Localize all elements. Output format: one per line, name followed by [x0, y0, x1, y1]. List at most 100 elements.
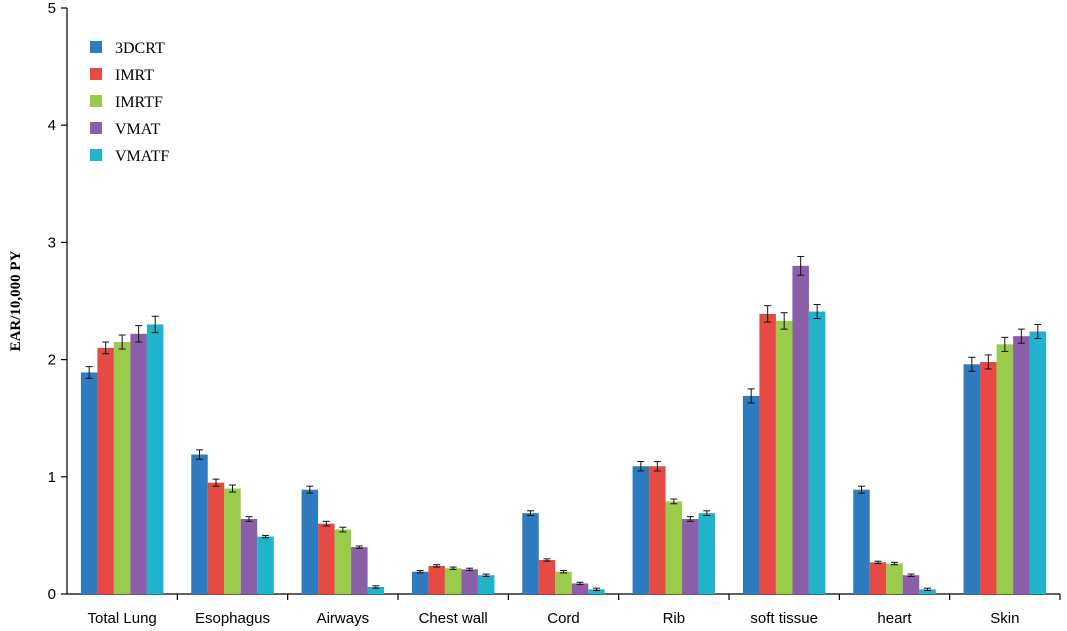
bar — [963, 364, 981, 594]
bar — [869, 562, 887, 594]
x-tick-label: Total Lung — [88, 610, 157, 627]
bar — [224, 488, 241, 594]
error-bar — [339, 526, 347, 533]
bar — [649, 466, 666, 594]
bar — [191, 454, 208, 594]
error-bar — [482, 573, 490, 577]
bar — [538, 560, 556, 594]
error-bar — [813, 304, 821, 320]
y-axis-label: EAR/10,000 PY — [8, 250, 24, 351]
bar — [351, 547, 368, 594]
error-bar — [433, 564, 441, 568]
bar — [571, 583, 589, 594]
bar — [130, 333, 147, 594]
legend-swatch — [90, 68, 102, 80]
x-tick-label: Airways — [317, 610, 370, 627]
bar — [632, 466, 650, 594]
bar — [775, 320, 793, 594]
bar — [665, 501, 683, 594]
error-bar — [797, 255, 805, 276]
error-bar — [212, 478, 220, 487]
error-bar — [670, 498, 678, 505]
error-bar — [1001, 336, 1009, 352]
error-bar — [593, 587, 600, 591]
error-bar — [355, 545, 363, 549]
x-tick-label: Skin — [990, 610, 1019, 627]
error-bar — [653, 461, 661, 472]
bar — [759, 313, 776, 594]
bar — [555, 571, 572, 594]
error-bar — [924, 587, 931, 591]
bar — [1013, 336, 1030, 594]
error-bar — [151, 315, 159, 334]
legend-label: IMRTF — [115, 94, 163, 111]
error-bar — [747, 388, 755, 404]
x-tick-label: Esophagus — [195, 610, 270, 627]
legend-swatch — [90, 149, 102, 161]
y-tick-label: 5 — [48, 0, 56, 17]
x-tick-label: Cord — [547, 610, 580, 627]
bar — [367, 586, 385, 594]
error-bar — [891, 561, 898, 566]
error-bar — [907, 573, 915, 577]
legend-label: VMAT — [115, 121, 161, 138]
error-bar — [466, 567, 474, 572]
error-bar — [306, 485, 314, 494]
error-bar — [764, 305, 772, 323]
legend-swatch — [90, 95, 102, 107]
bar — [522, 513, 539, 594]
error-bar — [245, 516, 253, 522]
bar — [980, 361, 997, 594]
bar — [444, 568, 462, 594]
error-bar — [527, 510, 534, 516]
bar — [886, 563, 903, 594]
legend-swatch — [90, 122, 102, 134]
legend-label: 3DCRT — [115, 40, 165, 57]
legend-label: IMRT — [115, 67, 154, 84]
legend-swatch — [90, 41, 102, 53]
bar — [318, 523, 335, 594]
error-bar — [874, 560, 882, 565]
x-tick-label: Rib — [663, 610, 686, 627]
error-bar — [637, 461, 645, 472]
x-tick-label: Chest wall — [419, 610, 488, 627]
y-tick-label: 1 — [48, 469, 56, 486]
bar — [792, 265, 809, 594]
x-tick-label: soft tissue — [750, 610, 818, 627]
bar — [301, 489, 319, 594]
bar — [808, 311, 826, 594]
error-bar — [85, 366, 93, 379]
bar — [240, 518, 258, 594]
x-tick-label: heart — [877, 610, 912, 627]
bar — [682, 518, 699, 594]
error-bar — [372, 585, 380, 589]
bar — [411, 571, 429, 594]
error-bar — [196, 449, 203, 460]
bar — [461, 569, 478, 594]
error-bar — [858, 485, 865, 494]
error-bar — [322, 520, 330, 527]
bar — [113, 342, 131, 594]
error-bar — [262, 534, 269, 539]
bar — [742, 395, 760, 594]
error-bar — [135, 325, 143, 343]
error-bar — [1017, 328, 1025, 344]
bar — [588, 589, 605, 594]
error-bar — [449, 566, 457, 570]
error-bar — [416, 570, 424, 574]
bar — [334, 529, 352, 594]
x-ticks: Total Lung Esophagus Airways Chest wall Cord… — [88, 594, 1061, 627]
bar — [902, 575, 920, 594]
bar — [97, 347, 114, 594]
bar — [257, 536, 274, 594]
error-bar — [576, 581, 584, 586]
error-bar — [229, 484, 236, 493]
error-bar — [118, 334, 126, 350]
bars — [80, 265, 1047, 594]
error-bar — [102, 341, 110, 355]
error-bar — [1034, 323, 1042, 340]
bar — [698, 513, 716, 594]
y-tick-label: 0 — [48, 586, 56, 603]
bar — [996, 344, 1014, 594]
